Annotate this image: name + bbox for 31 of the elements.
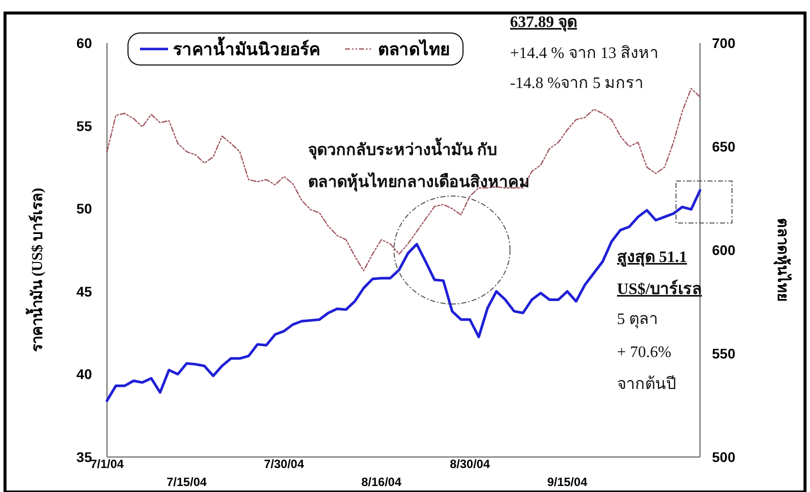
y2-tick-label: 650: [712, 138, 736, 154]
y-tick-label: 50: [76, 200, 92, 217]
x-tick-label: 7/15/04: [166, 475, 207, 489]
y2-axis-title: ตลาดหุ้นไทย: [773, 218, 793, 302]
annotation: + 70.6%: [617, 344, 672, 361]
y-tick-label: 35: [76, 449, 92, 465]
y2-tick-label: 700: [712, 35, 736, 51]
y-tick-label: 40: [76, 366, 92, 382]
annotation: US$/บาร์เรล: [617, 279, 702, 298]
legend-label: ตลาดไทย: [378, 39, 450, 59]
y2-tick-label: 600: [712, 242, 736, 258]
text: 637.89 จุด: [510, 14, 577, 32]
x-tick-label: 9/15/04: [547, 475, 588, 489]
legend-label: ราคาน้ำมันนิวยอร์ค: [173, 36, 320, 59]
annotation: จากต้นปี: [617, 375, 676, 393]
y-tick-label: 55: [76, 118, 92, 134]
y-tick-label: 45: [76, 283, 92, 300]
line-series: [106, 88, 701, 272]
annotation: +14.4 % จาก 13 สิงหา: [510, 45, 658, 62]
y-axis-title: ราคาน้ำมัน (US$ บาร์เรล): [25, 188, 46, 352]
y2-tick-label: 500: [712, 449, 736, 465]
x-tick-label: 8/16/04: [361, 475, 402, 489]
x-tick-label: 8/30/04: [450, 457, 490, 471]
annotation: ตลาดหุ้นไทยกลางเดือนสิงหาคม: [308, 172, 530, 192]
annotation: จุดวกกลับระหว่างน้ำมัน กับ: [308, 137, 497, 160]
y-tick-label: 60: [76, 35, 92, 51]
annotation: 5 ตุลา: [617, 311, 658, 329]
x-tick-label: 7/30/04: [264, 457, 304, 471]
y2-tick-label: 550: [712, 346, 736, 362]
annotation: -14.8 %จาก 5 มกรา: [510, 75, 644, 92]
annotation: สูงสุด 51.1: [617, 249, 687, 268]
